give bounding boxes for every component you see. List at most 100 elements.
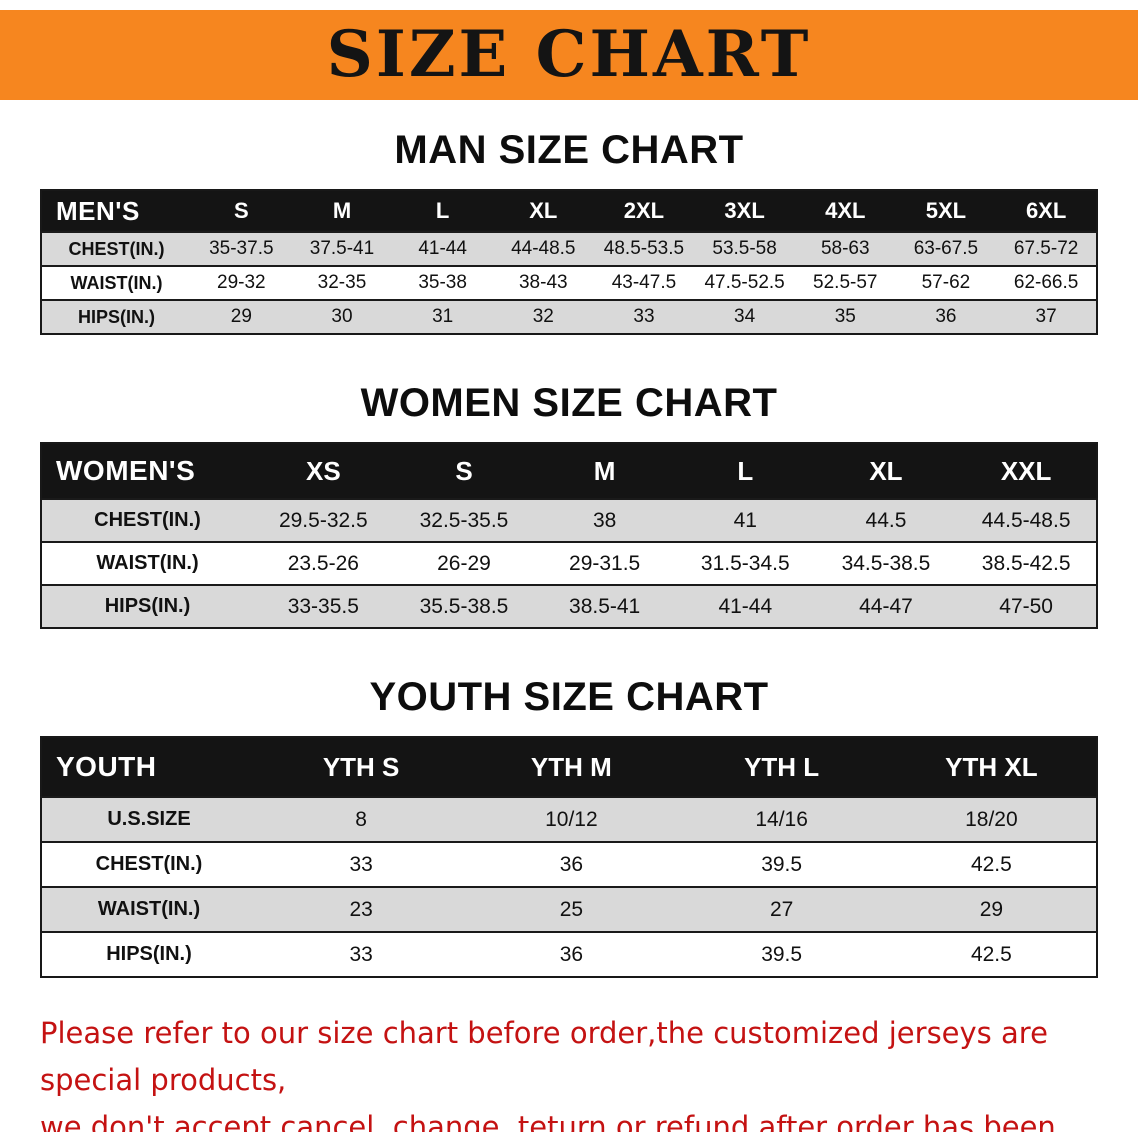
- youth-corner-label: YOUTH: [56, 751, 157, 782]
- women-header-row: WOMEN'S XS S M L XL XXL: [41, 443, 1097, 499]
- column-header: YTH XL: [945, 751, 1038, 782]
- column-header: 6XL: [1025, 198, 1067, 223]
- column-header: 5XL: [925, 198, 967, 223]
- men-header-row: MEN'S S M L XL 2XL 3XL 4XL 5XL 6XL: [41, 190, 1097, 232]
- size-value-cell: 42.5: [970, 852, 1012, 876]
- size-value-cell: 38-43: [518, 272, 568, 293]
- size-value-cell: 29: [230, 306, 252, 327]
- table-row: WAIST(IN.) 23.5-26 26-29 29-31.5 31.5-34.5 34…: [41, 542, 1097, 585]
- row-label: HIPS(IN.): [106, 943, 192, 965]
- size-value-cell: 33: [349, 852, 373, 876]
- size-value-cell: 34.5-38.5: [841, 551, 931, 575]
- size-value-cell: 30: [331, 306, 353, 327]
- table-row: HIPS(IN.) 29 30 31 32 33 34 35 36 37: [41, 300, 1097, 334]
- size-value-cell: 41-44: [718, 594, 773, 618]
- size-value-cell: 39.5: [761, 942, 803, 966]
- youth-header-row: YOUTH YTH S YTH M YTH L YTH XL: [41, 737, 1097, 797]
- size-value-cell: 29-31.5: [569, 551, 641, 575]
- size-value-cell: 35.5-38.5: [419, 594, 509, 618]
- footer-note-line1: Please refer to our size chart before or…: [40, 1016, 1048, 1097]
- column-header: M: [593, 455, 616, 486]
- table-row: HIPS(IN.) 33 36 39.5 42.5: [41, 932, 1097, 977]
- size-value-cell: 36: [559, 852, 584, 876]
- size-chart-page: SIZE CHART MAN SIZE CHART MEN'S S M L XL 2XL 3X…: [0, 10, 1138, 1132]
- size-value-cell: 35-38: [418, 272, 467, 293]
- size-value-cell: 67.5-72: [1013, 238, 1079, 259]
- size-value-cell: 10/12: [545, 807, 598, 831]
- size-value-cell: 62-66.5: [1013, 272, 1079, 293]
- size-value-cell: 44-48.5: [511, 238, 576, 259]
- footer-note-line2: we don't accept cancel, change, teturn o…: [40, 1109, 1056, 1132]
- column-header: YTH L: [744, 751, 820, 782]
- size-value-cell: 38.5-42.5: [981, 551, 1071, 575]
- size-value-cell: 38: [592, 508, 617, 532]
- size-value-cell: 58-63: [820, 238, 870, 259]
- row-label: WAIST(IN.): [96, 552, 199, 574]
- size-value-cell: 57-62: [921, 272, 971, 293]
- row-label: U.S.SIZE: [107, 808, 191, 830]
- row-label: HIPS(IN.): [104, 595, 191, 617]
- size-value-cell: 34: [734, 306, 756, 327]
- size-value-cell: 37.5-41: [309, 238, 375, 259]
- table-row: CHEST(IN.) 33 36 39.5 42.5: [41, 842, 1097, 887]
- size-value-cell: 31.5-34.5: [700, 551, 790, 575]
- row-label: HIPS(IN.): [77, 306, 155, 327]
- column-header: S: [233, 198, 249, 223]
- table-row: WAIST(IN.) 29-32 32-35 35-38 38-43 43-47.5 47.…: [41, 266, 1097, 300]
- size-value-cell: 48.5-53.5: [603, 238, 685, 259]
- size-value-cell: 33: [633, 306, 655, 327]
- size-value-cell: 38.5-41: [569, 594, 641, 618]
- size-value-cell: 35: [834, 306, 856, 327]
- footer-note: Please refer to our size chart before or…: [40, 1010, 1118, 1132]
- size-value-cell: 39.5: [761, 852, 803, 876]
- column-header: XL: [529, 198, 558, 223]
- men-corner-label: MEN'S: [56, 195, 140, 226]
- banner: SIZE CHART: [0, 10, 1138, 100]
- column-header: S: [455, 455, 473, 486]
- size-value-cell: 41: [733, 508, 757, 532]
- size-value-cell: 37: [1035, 306, 1057, 327]
- size-value-cell: 44-47: [859, 594, 913, 618]
- size-value-cell: 27: [769, 897, 794, 921]
- size-value-cell: 23.5-26: [287, 551, 359, 575]
- size-value-cell: 32: [532, 306, 554, 327]
- section-heading-women: WOMEN SIZE CHART: [360, 381, 778, 425]
- section-heading-men: MAN SIZE CHART: [394, 128, 744, 172]
- column-header: YTH S: [322, 751, 400, 782]
- column-header: 2XL: [623, 198, 665, 223]
- women-corner-label: WOMEN'S: [56, 455, 196, 486]
- women-size-table: WOMEN'S XS S M L XL XXL CHEST(IN.) 29.5-32.5 32.5…: [40, 442, 1098, 629]
- table-row: WAIST(IN.) 23 25 27 29: [41, 887, 1097, 932]
- size-value-cell: 14/16: [755, 807, 808, 831]
- table-row: U.S.SIZE 8 10/12 14/16 18/20: [41, 797, 1097, 842]
- column-header: L: [435, 198, 450, 223]
- column-header: XL: [869, 455, 903, 486]
- row-label: CHEST(IN.): [94, 509, 201, 531]
- column-header: M: [332, 198, 352, 223]
- column-header: L: [737, 455, 754, 486]
- row-label: CHEST(IN.): [95, 853, 203, 875]
- size-value-cell: 29-32: [217, 272, 266, 293]
- table-row: HIPS(IN.) 33-35.5 35.5-38.5 38.5-41 41-44 44-…: [41, 585, 1097, 628]
- sections-container: MAN SIZE CHART MEN'S S M L XL 2XL 3XL 4XL 5XL 6XL C…: [0, 128, 1138, 978]
- size-value-cell: 26-29: [437, 551, 491, 575]
- size-value-cell: 32-35: [317, 272, 367, 293]
- column-header: 4XL: [825, 198, 866, 223]
- size-value-cell: 63-67.5: [913, 238, 979, 259]
- size-value-cell: 25: [559, 897, 584, 921]
- size-value-cell: 32.5-35.5: [419, 508, 509, 532]
- youth-size-table: YOUTH YTH S YTH M YTH L YTH XL U.S.SIZE 8 10/12…: [40, 736, 1098, 978]
- size-value-cell: 47-50: [999, 594, 1053, 618]
- size-value-cell: 18/20: [965, 807, 1018, 831]
- size-value-cell: 33-35.5: [287, 594, 359, 618]
- size-value-cell: 29.5-32.5: [278, 508, 368, 532]
- row-label: CHEST(IN.): [68, 238, 165, 259]
- size-value-cell: 23: [349, 897, 373, 921]
- column-header: 3XL: [724, 198, 765, 223]
- table-row: CHEST(IN.) 29.5-32.5 32.5-35.5 38 41 44.5 44.5…: [41, 499, 1097, 542]
- size-value-cell: 42.5: [970, 942, 1012, 966]
- size-value-cell: 53.5-58: [712, 238, 777, 259]
- row-label: WAIST(IN.): [70, 272, 163, 293]
- column-header: XXL: [1000, 455, 1052, 486]
- size-value-cell: 52.5-57: [813, 272, 878, 293]
